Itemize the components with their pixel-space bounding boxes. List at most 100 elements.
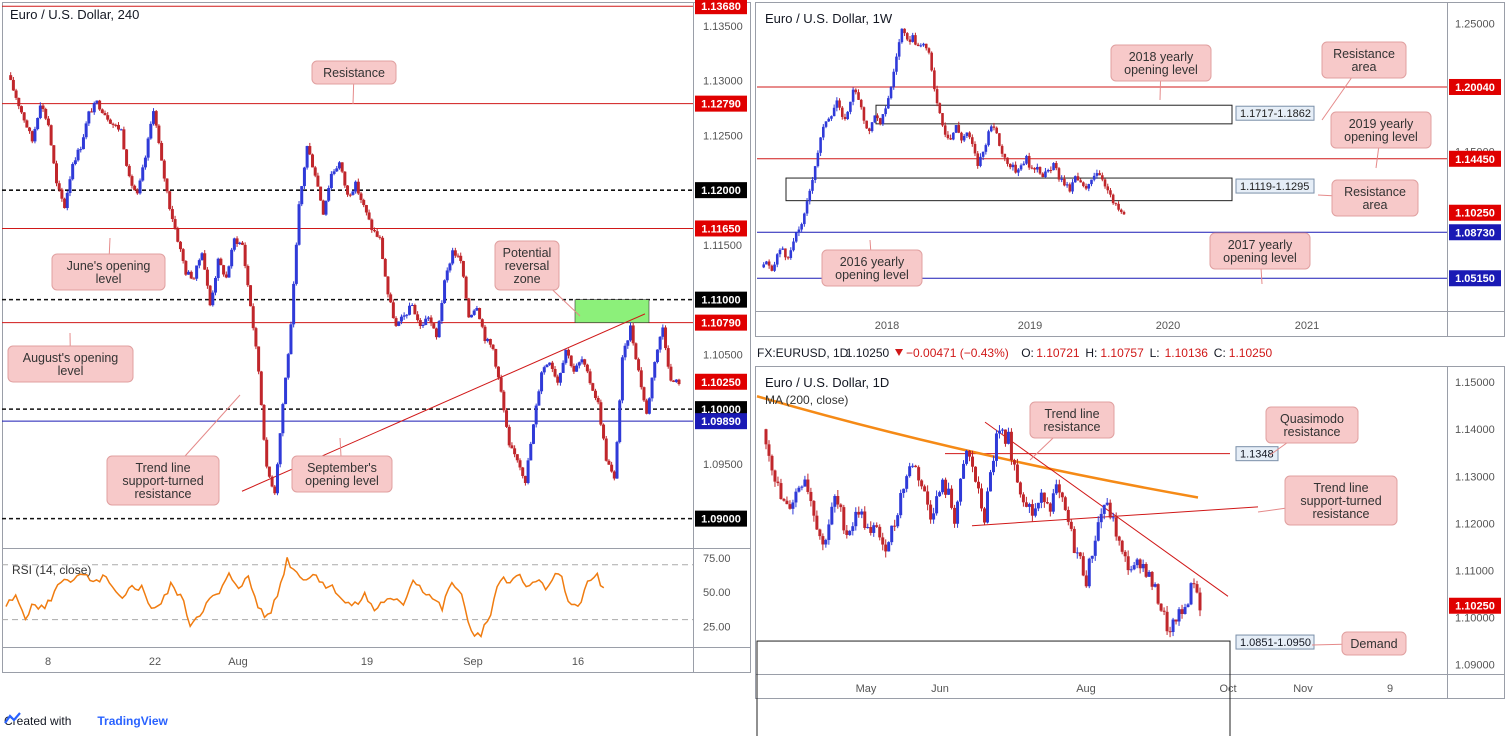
candle-body [965, 450, 969, 464]
candle-body [639, 370, 643, 388]
candle-body [959, 478, 963, 502]
candle-body [418, 320, 422, 326]
candle-body [138, 180, 142, 194]
d1-ma-label: MA (200, close) [765, 393, 848, 407]
h4-callout-august-line: August's opening [23, 351, 119, 365]
candle-body [216, 258, 220, 278]
candle-body [919, 45, 923, 47]
candle-body [1033, 167, 1036, 170]
candle-body [1022, 163, 1026, 166]
h4-price-label-text: 1.12000 [701, 185, 741, 197]
h4-price-label: 1.10790 [695, 314, 747, 331]
candle-body [100, 109, 104, 114]
candle-body [1011, 164, 1015, 168]
candle-body [1003, 429, 1007, 444]
candle-body [281, 404, 285, 434]
candle-body [897, 42, 901, 57]
candle-body [658, 336, 662, 350]
candle-body [1012, 460, 1016, 465]
candle-body [79, 149, 83, 151]
candle-body [259, 371, 263, 405]
candle-body [1000, 145, 1004, 154]
candle-body [596, 398, 600, 403]
candle-body [25, 120, 29, 128]
h4-price-label: 1.12790 [695, 95, 747, 112]
candle-body [1117, 536, 1121, 541]
candle-body [52, 145, 56, 164]
d1-x-tick: Nov [1293, 683, 1313, 695]
candle-body [1044, 171, 1047, 178]
candle-body [399, 316, 403, 322]
ohlc-c-label: C: [1214, 346, 1226, 360]
candle-body [90, 111, 94, 113]
candle-body [935, 496, 939, 514]
h4-price-label-text: 1.12790 [701, 99, 741, 111]
footer-brand[interactable]: TradingView [97, 714, 168, 728]
w1-box-label: 1.1119-1.1295 [1235, 178, 1315, 194]
candle-body [857, 511, 861, 515]
candle-body [1119, 209, 1123, 212]
candle-body [1105, 502, 1109, 505]
candle-body [997, 430, 1001, 434]
candle-body [809, 491, 813, 502]
candle-body [1071, 182, 1074, 192]
d1-trend-line-resistance [984, 421, 1229, 597]
candle-body [98, 100, 102, 110]
candle-body [930, 52, 933, 71]
candle-body [1017, 169, 1020, 173]
h4-x-tick: 8 [45, 656, 51, 668]
candle-body [170, 209, 174, 220]
candle-body [626, 340, 630, 346]
d1-trend-line-support [971, 506, 1259, 527]
candle-body [980, 488, 983, 509]
w1-callout-2018-line: 2018 yearly [1129, 50, 1194, 64]
candle-body [1021, 494, 1025, 503]
candle-body [125, 149, 129, 166]
candle-body [842, 507, 846, 531]
candle-body [767, 261, 771, 266]
w1-price-label-text: 1.05150 [1455, 273, 1495, 285]
candle-body [1063, 178, 1066, 186]
h4-price-label-bg [695, 95, 747, 112]
candle-body [818, 529, 822, 537]
h4-price-label-text: 1.11650 [701, 223, 740, 235]
candle-body [950, 488, 954, 508]
candle-body [332, 171, 336, 174]
candle-body [1076, 176, 1080, 181]
h4-y-tick: 1.13000 [703, 76, 743, 88]
w1-box [785, 177, 1233, 202]
h4-callout-trend-line-line: resistance [135, 487, 192, 501]
candle-body [929, 504, 933, 520]
tradingview-logo-icon [4, 712, 93, 727]
d1-x-tick: May [856, 683, 877, 695]
candle-body [835, 100, 839, 108]
panel-d1-frame [755, 366, 1505, 699]
candle-body [588, 371, 592, 384]
d1-x-tick: Aug [1076, 683, 1096, 695]
candle-body [655, 349, 659, 363]
candle-body [1120, 540, 1124, 552]
candle-body [634, 343, 638, 360]
h4-price-label-text: 1.09890 [701, 416, 741, 428]
candle-body [55, 163, 59, 184]
candle-body [383, 258, 387, 277]
candle-body [448, 263, 452, 271]
candle-body [340, 162, 344, 172]
candle-body [642, 387, 646, 401]
w1-price-label-bg [1449, 224, 1501, 241]
candle-body [830, 116, 833, 119]
candle-body [974, 466, 978, 482]
candle-body [970, 137, 974, 144]
candle-body [30, 131, 34, 142]
candle-body [968, 450, 972, 457]
candle-body [370, 219, 374, 231]
candle-body [1048, 503, 1052, 512]
candle-body [531, 424, 535, 444]
candle-body [267, 466, 271, 477]
candle-body [526, 460, 530, 484]
candle-body [453, 250, 457, 256]
candle-body [764, 429, 768, 445]
w1-box [875, 104, 1233, 125]
